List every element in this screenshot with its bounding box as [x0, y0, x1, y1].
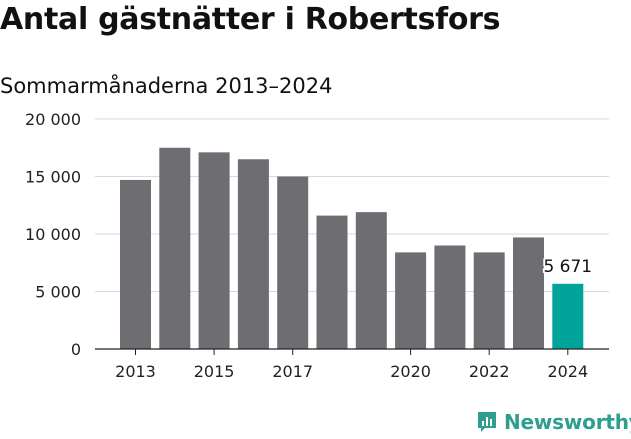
- x-tick-label: 2017: [272, 362, 313, 381]
- bar-2021: [434, 245, 466, 349]
- bar-2023: [513, 237, 544, 349]
- y-tick-label: 5 000: [35, 283, 81, 302]
- bar-2019: [355, 212, 387, 349]
- bar-2022: [473, 252, 505, 349]
- newsworthy-logo-text: Newsworthy: [504, 410, 631, 434]
- y-tick-label: 20 000: [25, 110, 81, 129]
- bar-2015: [198, 152, 230, 349]
- bar-2020: [395, 252, 427, 349]
- bar-2018: [316, 215, 348, 349]
- y-tick-label: 15 000: [25, 168, 81, 187]
- chart-title: Antal gästnätter i Robertsfors: [0, 2, 501, 37]
- bar-chart: 0 5 000 10 000 15 000 20 000 2013 2015 2017 2020…: [25, 110, 609, 381]
- y-tick-label: 10 000: [25, 225, 81, 244]
- bar-2017: [277, 176, 309, 349]
- newsworthy-logo-icon: [478, 412, 496, 432]
- x-tick-label: 2013: [115, 362, 156, 381]
- x-tick-label: 2020: [390, 362, 431, 381]
- y-tick-label: 0: [71, 340, 81, 359]
- x-tick-label: 2022: [469, 362, 510, 381]
- bar-2024: [552, 283, 584, 349]
- x-tick-label: 2015: [194, 362, 235, 381]
- data-label-2024: 5 671: [543, 257, 592, 277]
- newsworthy-logo[interactable]: Newsworthy: [476, 407, 631, 437]
- bar-2016: [237, 159, 269, 349]
- bar-2013: [120, 179, 151, 349]
- bar-2014: [159, 147, 191, 349]
- chart-subtitle: Sommarmånaderna 2013–2024: [0, 74, 333, 98]
- x-tick-label: 2024: [547, 362, 588, 381]
